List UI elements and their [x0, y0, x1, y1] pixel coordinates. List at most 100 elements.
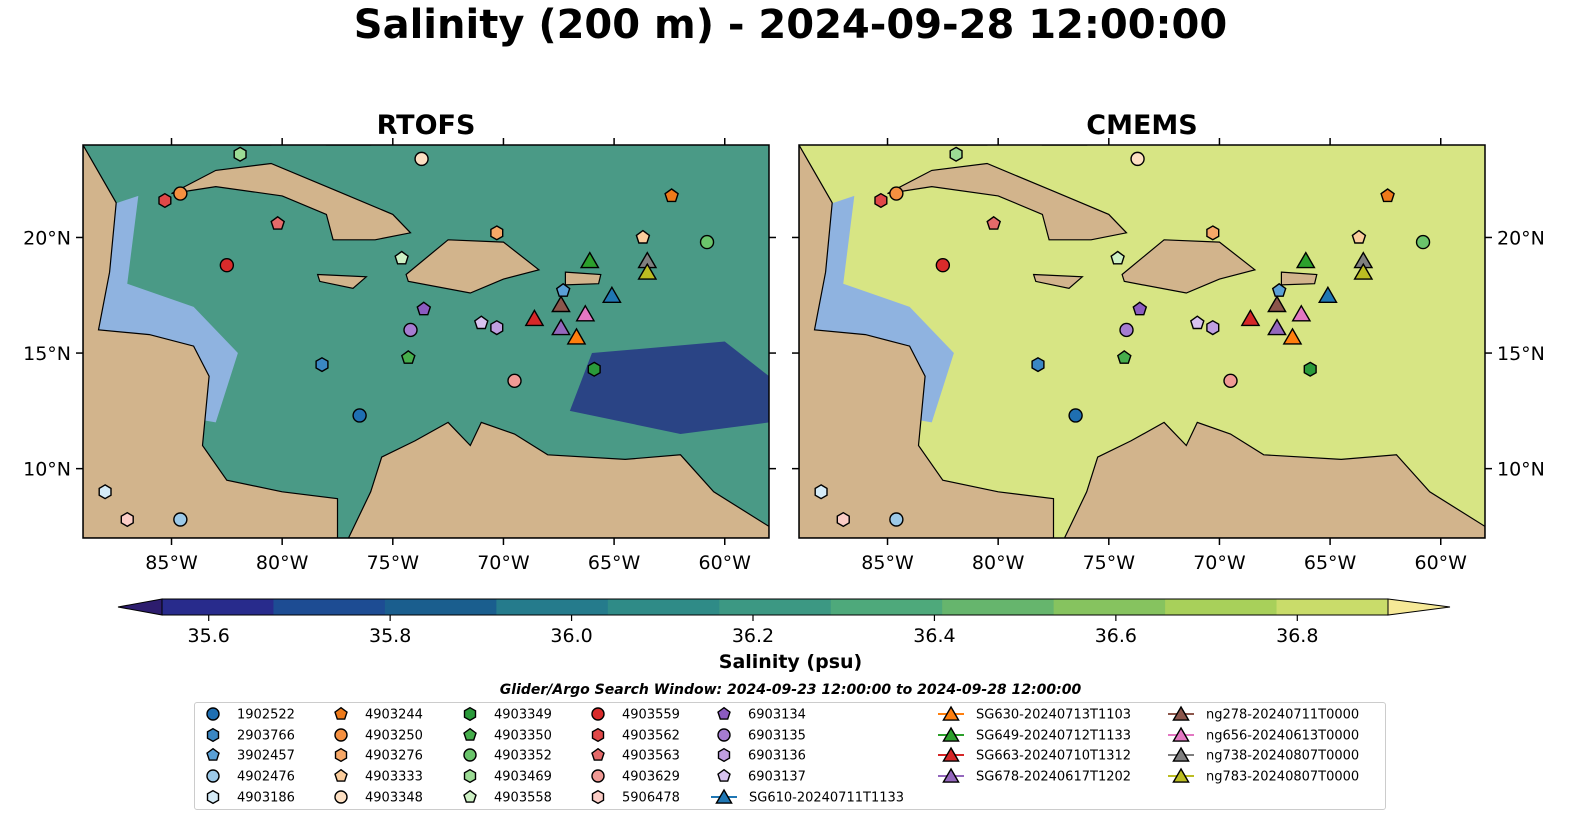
colorbar-bin [1165, 599, 1278, 615]
argo-marker-4903562 [874, 192, 888, 209]
legend-label: 4903352 [494, 749, 552, 764]
argo-marker-1902522 [1068, 408, 1083, 423]
glider-marker-ng278-20240711T0000 [1267, 295, 1287, 313]
argo-marker-4903244 [1380, 188, 1395, 203]
x-tick-label: 85°W [861, 552, 914, 574]
legend-label: 4903562 [622, 729, 680, 744]
y-tick-label: 15°N [23, 343, 71, 365]
x-tick-label: 60°W [1415, 552, 1468, 574]
argo-marker-4903186 [814, 484, 828, 500]
legend-marker-4903559 [591, 707, 605, 721]
legend-label: SG678-20240617T1202 [976, 770, 1131, 785]
landmass [83, 145, 339, 538]
colorbar-bin [1053, 599, 1166, 615]
argo-marker-4903352 [1415, 234, 1431, 250]
glider-marker-ng783-20240807T0000 [1353, 262, 1374, 280]
panel-title-rtofs: RTOFS [376, 110, 476, 141]
glider-marker-SG610-20240711T1133 [601, 285, 622, 303]
landmass [564, 271, 602, 286]
glider-marker-SG663-20240710T1312 [1240, 308, 1261, 327]
landmass [1280, 271, 1318, 286]
legend: 1902522 2903766 3902457 4902476 4903186 49032… [194, 702, 1386, 810]
map-frame [82, 144, 770, 539]
legend-canvas: 1902522 2903766 3902457 4902476 4903186 49032… [206, 705, 1359, 806]
argo-marker-4903469 [233, 146, 247, 162]
argo-marker-4903350 [400, 350, 416, 364]
legend-label: 4903349 [494, 708, 552, 723]
legend-marker-4903629 [591, 769, 605, 783]
legend-marker-4903250 [334, 728, 348, 742]
legend-marker-5906478 [591, 789, 605, 805]
landmass [316, 273, 368, 289]
landmass [325, 145, 372, 146]
y-tick-label: 20°N [23, 227, 71, 249]
y-tick-label: 15°N [1497, 343, 1545, 365]
glider-marker-ng278-20240711T0000 [551, 295, 571, 313]
legend-label: 4903563 [622, 749, 680, 764]
argo-marker-2903766 [1031, 356, 1045, 373]
x-tick-label: 80°W [256, 552, 309, 574]
legend-marker-4903186 [206, 789, 220, 805]
x-tick-label: 80°W [972, 552, 1025, 574]
glider-marker-ng656-20240613T0000 [1291, 304, 1312, 322]
legend-marker-6903135 [717, 728, 731, 742]
legend-label: 5906478 [622, 791, 680, 806]
panel-title-cmems: CMEMS [1086, 110, 1198, 141]
landmass [237, 145, 272, 146]
legend-label: ng656-20240613T0000 [1206, 729, 1359, 744]
colorbar-bin [830, 599, 943, 615]
legend-label: 4903186 [237, 791, 295, 806]
legend-marker-ng656-20240613T0000 [1172, 726, 1190, 742]
legend-marker-4903348 [334, 790, 348, 804]
legend-label: 4903333 [365, 770, 423, 785]
legend-marker-SG678-20240617T1202 [942, 767, 960, 783]
legend-marker-SG610-20240711T1133 [715, 788, 733, 804]
legend-marker-4902476 [206, 769, 220, 783]
legend-label: 2903766 [237, 729, 295, 744]
legend-marker-4903349 [463, 706, 477, 722]
x-tick-label: 65°W [588, 552, 641, 574]
landmass [887, 162, 1128, 241]
glider-marker-SG678-20240617T1202 [1267, 318, 1287, 336]
argo-marker-1902522 [352, 408, 367, 423]
glider-marker-SG630-20240713T1103 [1282, 327, 1303, 345]
colorbar-tick-label: 36.4 [913, 625, 955, 647]
legend-marker-4903563 [591, 747, 605, 761]
argo-marker-4903563 [270, 215, 286, 230]
argo-marker-5906478 [836, 511, 850, 528]
chart-title: Salinity (200 m) - 2024-09-28 12:00:00 [353, 2, 1228, 48]
colorbar-bin [719, 599, 832, 615]
legend-label: ng738-20240807T0000 [1206, 749, 1359, 764]
legend-label: 4903244 [365, 708, 423, 723]
legend-label: 4903559 [622, 708, 680, 723]
legend-marker-6903134 [717, 706, 731, 720]
x-tick-label: 75°W [1083, 552, 1136, 574]
colorbar-bin [1276, 599, 1389, 615]
legend-marker-4903558 [463, 789, 477, 803]
argo-marker-4903333 [635, 229, 651, 244]
legend-marker-4903562 [591, 727, 605, 743]
legend-label: 4903469 [494, 770, 552, 785]
legend-marker-ng278-20240711T0000 [1172, 705, 1190, 721]
argo-marker-6903134 [416, 301, 432, 316]
legend-label: SG610-20240711T1133 [749, 791, 904, 806]
legend-label: 4903350 [494, 729, 552, 744]
colorbar-bin [607, 599, 720, 615]
argo-marker-6903135 [403, 322, 418, 338]
argo-marker-4903348 [414, 151, 429, 167]
legend-label: SG630-20240713T1103 [976, 708, 1131, 723]
x-tick-label: 65°W [1304, 552, 1357, 574]
glider-marker-SG649-20240712T1133 [579, 251, 600, 269]
legend-marker-4903276 [334, 747, 348, 763]
glider-marker-SG678-20240617T1202 [551, 318, 571, 336]
legend-label: SG649-20240712T1133 [976, 729, 1131, 744]
legend-marker-SG630-20240713T1103 [942, 705, 960, 721]
legend-label: 6903136 [748, 749, 806, 764]
argo-marker-4903352 [699, 234, 715, 250]
legend-label: 6903135 [748, 729, 806, 744]
argo-marker-4903629 [507, 373, 522, 388]
legend-marker-4903352 [463, 748, 477, 762]
legend-label: SG663-20240710T1312 [976, 749, 1131, 764]
legend-marker-4903350 [463, 727, 477, 741]
